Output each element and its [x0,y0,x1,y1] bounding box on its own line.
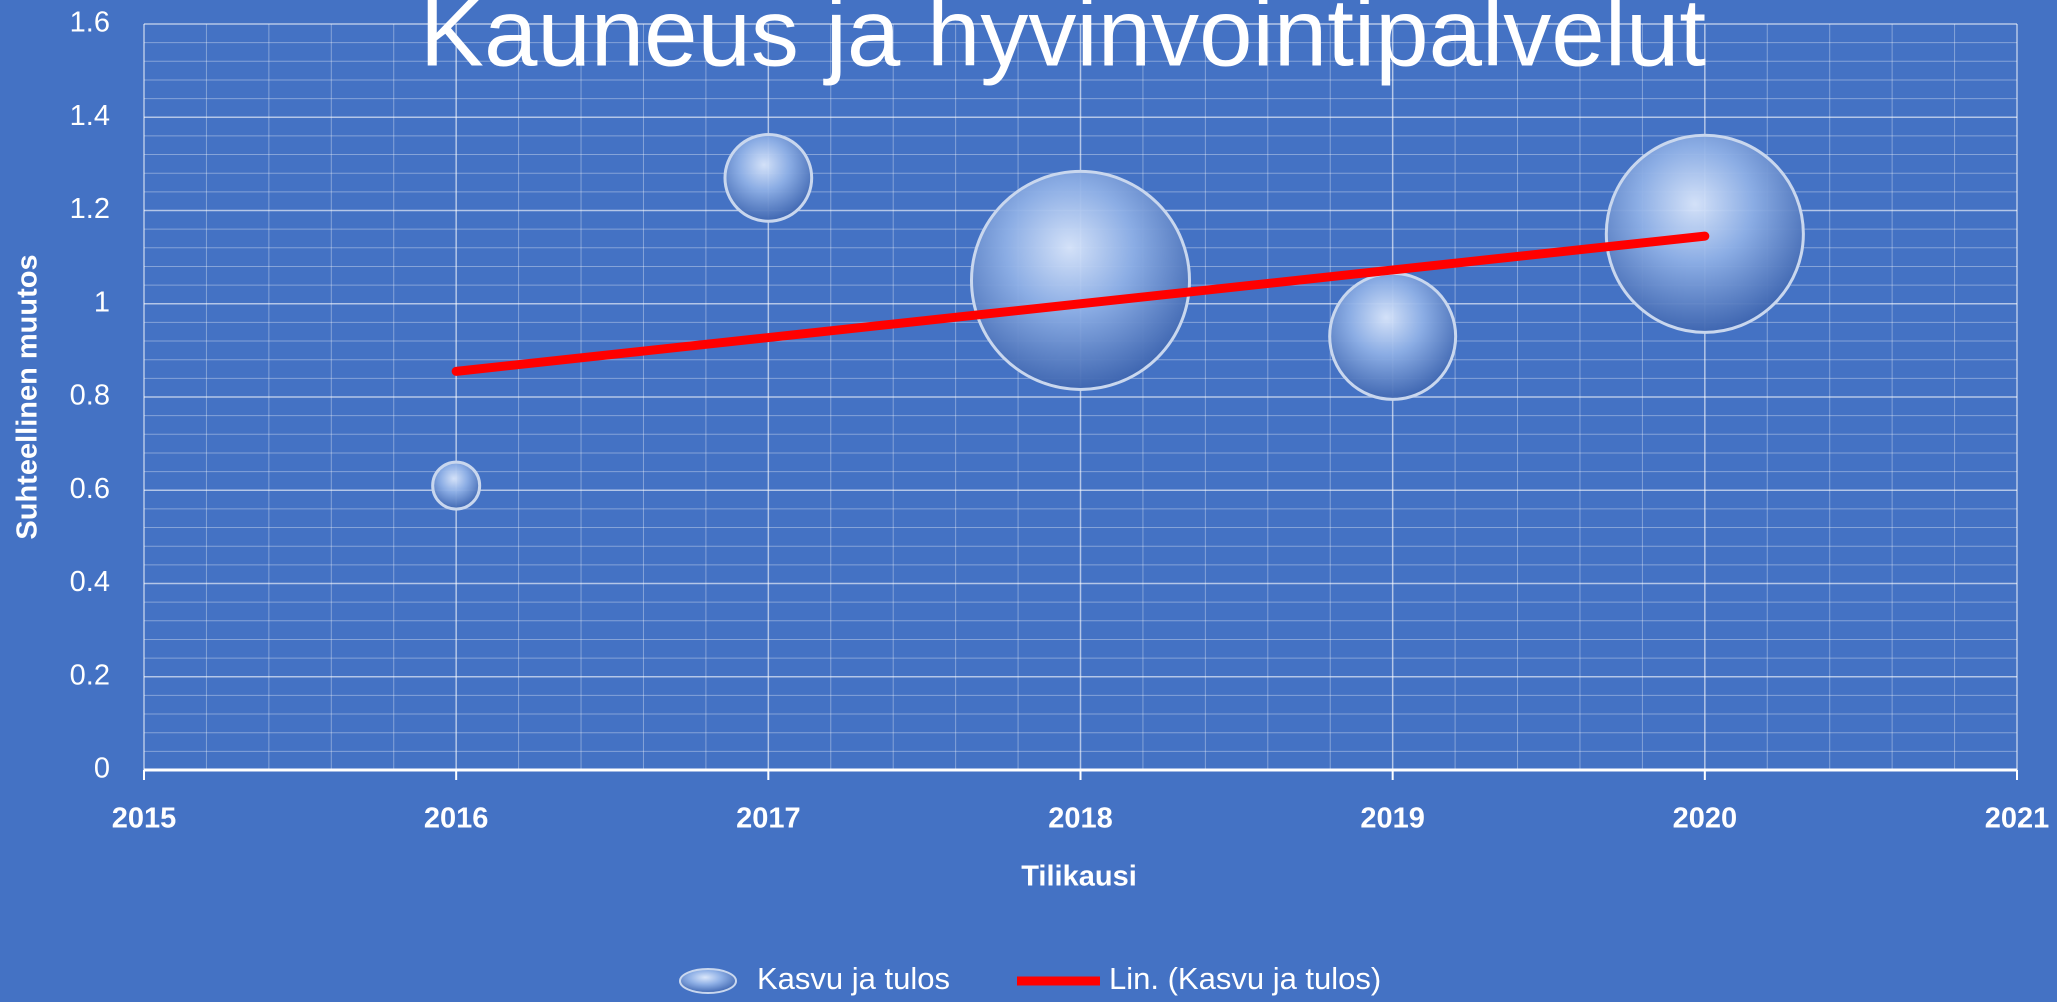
x-tick-label: 2015 [112,803,177,835]
x-tick-label: 2017 [736,803,801,835]
legend-label: Kasvu ja tulos [757,961,950,996]
legend-label: Lin. (Kasvu ja tulos) [1109,961,1381,996]
x-tick-label: 2020 [1673,803,1738,835]
y-tick-label: 0.4 [70,566,110,598]
x-tick-label: 2016 [424,803,489,835]
bubble [970,169,1191,391]
y-tick-label: 0.6 [70,473,110,505]
trend-line [451,231,1710,376]
y-tick-label: 0 [94,753,110,785]
x-axis-title: Tilikausi [1021,861,1137,893]
y-tick-label: 0.2 [70,659,110,691]
x-tick-label: 2021 [1985,803,2050,835]
x-tick-label: 2019 [1360,803,1425,835]
y-tick-label: 1.2 [70,193,110,225]
x-tick-label: 2018 [1048,803,1113,835]
bubble [431,460,482,511]
y-tick-label: 1 [94,286,110,318]
marks [431,133,1805,511]
chart-title: Kauneus ja hyvinvointipalvelut [420,0,1706,86]
y-tick-label: 0.8 [70,380,110,412]
y-tick-label: 1.6 [70,7,110,39]
legend-swatch [679,968,737,994]
y-axis-title: Suhteellinen muutos [12,254,44,539]
bubble [1328,271,1458,401]
y-tick-label: 1.4 [70,100,110,132]
grid [143,23,2018,780]
bubble [723,133,814,223]
